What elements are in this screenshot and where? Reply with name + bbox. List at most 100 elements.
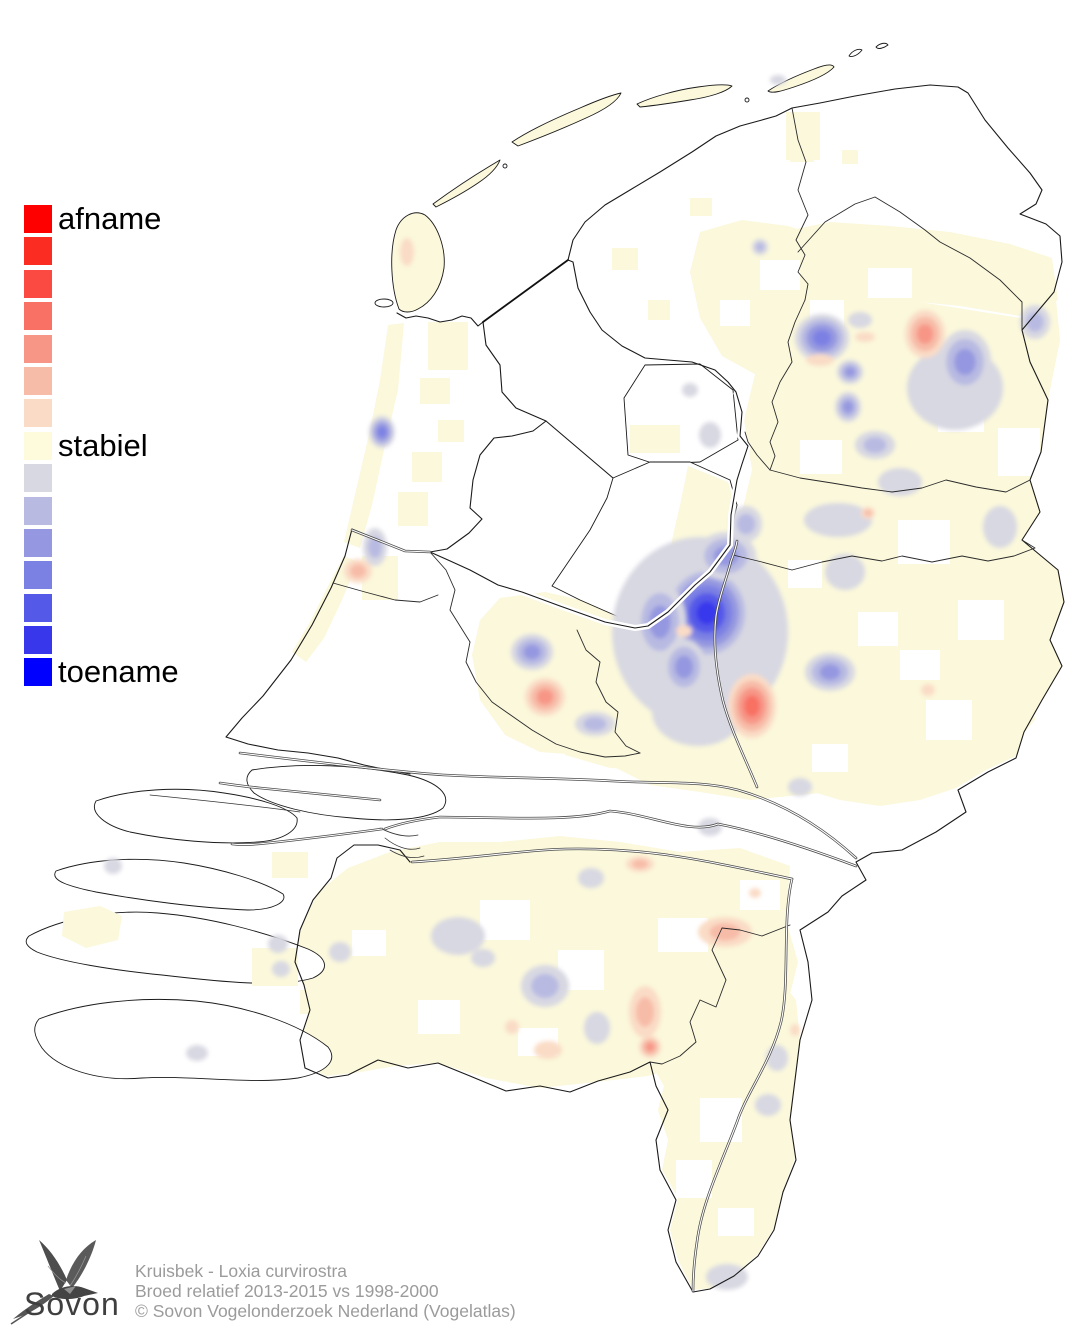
legend-row <box>24 464 52 493</box>
density-blob-ring <box>864 509 872 517</box>
copyright-line: © Sovon Vogelonderzoek Nederland (Vogela… <box>135 1301 516 1321</box>
legend-row: afname <box>24 203 161 234</box>
density-blob-ring <box>804 503 872 537</box>
line-work <box>149 84 1065 1293</box>
island-rottum-2 <box>875 42 889 49</box>
legend-swatch <box>24 593 52 622</box>
afsluitdijk <box>482 259 569 323</box>
density-blob-ring <box>878 468 922 496</box>
sovon-logo-text: Sovon <box>24 1286 120 1322</box>
rivers <box>218 528 858 1293</box>
map-subtitle: Broed relatief 2013-2015 vs 1998-2000 <box>135 1281 439 1301</box>
density-blob-ring <box>696 601 718 625</box>
border-groningen-drenthe <box>797 196 1023 331</box>
legend-row <box>24 302 52 331</box>
species-title: Kruisbek - Loxia curvirostra <box>135 1261 348 1281</box>
legend-swatch <box>24 626 52 655</box>
density-blob-ring <box>755 242 765 252</box>
legend-swatch <box>24 431 52 460</box>
density-blob-ring <box>676 625 692 637</box>
density-blob-ring <box>186 1045 208 1061</box>
legend-row <box>24 626 52 655</box>
legend-swatch <box>24 302 52 331</box>
map-caption: Kruisbek - Loxia curvirostra Broed relat… <box>135 1261 516 1321</box>
legend-row <box>24 334 52 363</box>
border-utrecht-gelderland <box>576 629 641 754</box>
border-overijssel-gelderland <box>732 539 1036 571</box>
legend-row <box>24 496 52 525</box>
legend-swatch <box>24 528 52 557</box>
density-blob-ring <box>377 426 387 438</box>
density-blob-ring <box>268 935 288 953</box>
legend-swatch <box>24 561 52 590</box>
density-blob-ring <box>536 689 554 705</box>
density-blob-ring <box>825 554 865 590</box>
legend-row <box>24 528 52 557</box>
border-friesland-overijssel <box>744 431 771 471</box>
density-blob-ring <box>706 1264 748 1290</box>
density-blob-ring <box>682 383 698 397</box>
legend-swatch <box>24 269 52 298</box>
border-friesland-groningen <box>791 107 809 301</box>
legend-row: stabiel <box>24 430 148 461</box>
legend-row <box>24 561 52 590</box>
border-utrecht-holland <box>429 551 641 758</box>
island-engelsmanplaat <box>744 97 750 103</box>
coastline-ijsselmeer-east <box>429 259 749 629</box>
density-blob-ring <box>819 664 841 680</box>
density-blob-ring <box>736 513 756 535</box>
density-blob-ring <box>813 330 831 346</box>
legend-swatch <box>24 658 52 687</box>
density-blob-ring <box>788 778 812 796</box>
island-noorderhaaks <box>374 298 394 308</box>
density-blob-ring <box>842 400 854 414</box>
island-terschelling <box>511 92 622 147</box>
border-friesland-drenthe <box>769 299 806 471</box>
density-blob-ring <box>578 868 604 888</box>
density-blob-ring <box>790 1024 800 1036</box>
density-blob-ring <box>350 564 366 578</box>
border-brabant-limburg <box>649 924 791 1065</box>
density-blob-ring <box>916 324 934 344</box>
density-blob-ring <box>848 312 872 328</box>
coastline-northwest <box>225 312 547 775</box>
legend-swatch <box>24 334 52 363</box>
density-blob-ring <box>855 332 875 342</box>
legend-swatch <box>24 205 52 233</box>
legend-swatch <box>24 399 52 428</box>
density-blob-ring <box>272 961 290 977</box>
density-blob-ring <box>635 997 655 1027</box>
density-blob-ring <box>583 717 607 731</box>
density-blob-ring <box>534 1041 562 1059</box>
legend-row <box>24 269 52 298</box>
density-blob-ring <box>766 1045 788 1071</box>
density-blob-ring <box>505 1020 519 1034</box>
legend-row <box>24 366 52 395</box>
border-drenthe-overijssel <box>769 469 1031 493</box>
water-layer <box>432 260 645 590</box>
density-blob-ring <box>632 859 648 869</box>
island-texel <box>391 212 445 313</box>
density-blob-ring <box>844 367 856 377</box>
wadden-islands <box>374 42 889 313</box>
island-goeree-voorne <box>94 788 298 844</box>
houtribdijk <box>545 420 614 479</box>
density-blob-ring <box>523 644 541 660</box>
legend-swatch <box>24 496 52 525</box>
legend: afname stabiel toename <box>24 203 179 691</box>
density-blob-ring <box>699 422 721 448</box>
border-noord-zuid-holland <box>332 582 439 603</box>
density-blob-ring <box>755 1094 781 1116</box>
island-schiermonnikoog <box>767 64 835 93</box>
island-vlieland <box>432 159 501 208</box>
legend-label: stabiel <box>58 427 148 463</box>
density-blob-ring <box>806 354 834 366</box>
density-blob-ring <box>104 858 122 874</box>
legend-swatch <box>24 237 52 266</box>
legend-row <box>24 593 52 622</box>
density-blob-ring <box>770 75 786 85</box>
density-blob-ring <box>400 238 414 266</box>
density-blob-ring <box>749 888 761 898</box>
